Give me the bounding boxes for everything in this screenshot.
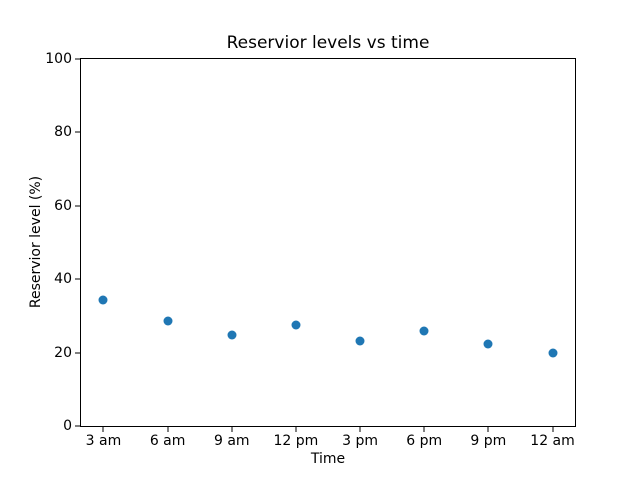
x-tick-mark bbox=[359, 427, 361, 432]
y-tick-label: 0 bbox=[63, 418, 72, 434]
data-point bbox=[355, 336, 365, 346]
x-tick-mark bbox=[487, 427, 489, 432]
data-point bbox=[163, 316, 173, 326]
data-point bbox=[227, 330, 237, 340]
x-tick-label: 6 am bbox=[149, 433, 186, 449]
x-tick-mark bbox=[167, 427, 169, 432]
data-point bbox=[291, 320, 301, 330]
x-tick-label: 6 pm bbox=[406, 433, 443, 449]
x-tick-mark bbox=[231, 427, 233, 432]
data-point bbox=[419, 326, 429, 336]
x-tick-label: 9 am bbox=[213, 433, 250, 449]
y-tick-mark bbox=[75, 58, 80, 60]
y-tick-label: 80 bbox=[54, 124, 72, 141]
x-tick-label: 12 pm bbox=[273, 433, 319, 449]
y-tick-label: 20 bbox=[54, 344, 72, 361]
x-tick-mark bbox=[552, 427, 554, 432]
y-tick-mark bbox=[75, 278, 80, 280]
data-point bbox=[98, 295, 108, 305]
y-tick-mark bbox=[75, 352, 80, 354]
data-point bbox=[548, 348, 558, 358]
x-tick-label: 3 pm bbox=[342, 433, 379, 449]
x-tick-label: 3 am bbox=[85, 433, 122, 449]
y-tick-label: 40 bbox=[54, 271, 72, 288]
y-tick-label: 60 bbox=[54, 197, 72, 214]
data-point bbox=[483, 339, 493, 349]
x-tick-label: 9 pm bbox=[470, 433, 507, 449]
x-tick-label: 12 am bbox=[530, 433, 575, 449]
plot-area: 0 20 40 60 80 100 3 am 6 am 9 am 12 pm 3 pm 6 pm 9 p… bbox=[45, 52, 576, 448]
y-tick-label: 100 bbox=[45, 51, 72, 67]
y-tick-mark bbox=[75, 425, 80, 427]
chart-title: Reservior levels vs time bbox=[226, 33, 430, 53]
y-axis-label: Reservior level (%) bbox=[28, 175, 44, 309]
x-tick-mark bbox=[295, 427, 297, 432]
x-tick-mark bbox=[423, 427, 425, 432]
y-tick-mark bbox=[75, 205, 80, 207]
x-axis-label: Time bbox=[310, 451, 346, 467]
y-tick-mark bbox=[75, 131, 80, 133]
x-tick-mark bbox=[102, 427, 104, 432]
